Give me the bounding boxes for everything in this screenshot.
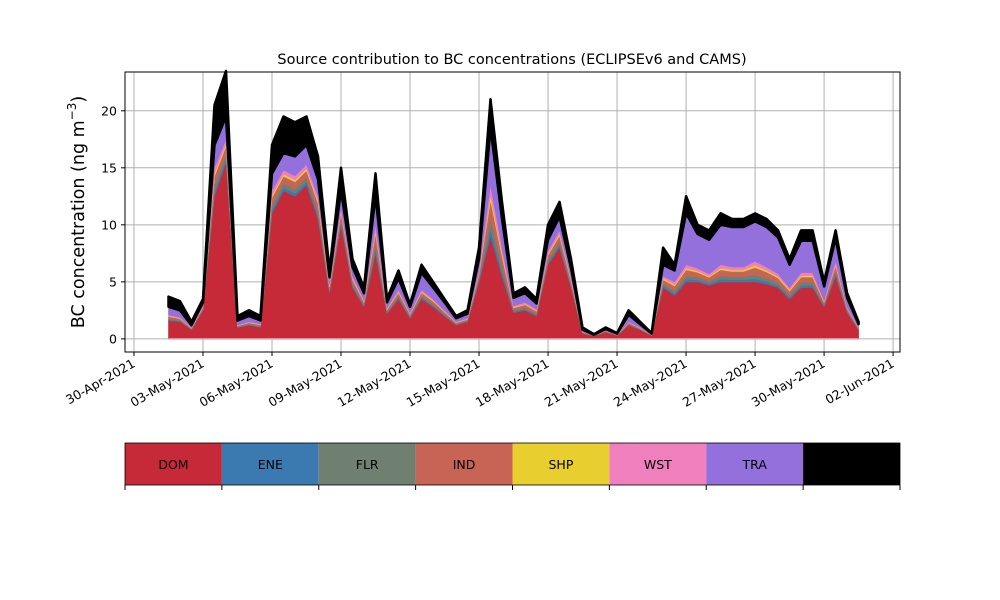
- x-tick-label: 21-May-2021: [542, 356, 621, 410]
- legend-label-ind: IND: [453, 457, 476, 472]
- chart-title: Source contribution to BC concentrations…: [277, 52, 746, 68]
- x-tick-label: 30-Apr-2021: [63, 356, 137, 408]
- x-tick-label: 24-May-2021: [611, 356, 690, 410]
- y-axis: 0 5 10 15 20: [101, 103, 125, 346]
- x-axis: 30-Apr-202103-May-202106-May-202109-May-…: [63, 352, 897, 410]
- x-tick-label: 06-May-2021: [197, 356, 276, 410]
- y-tick-label: 15: [101, 160, 117, 175]
- legend-label-ene: ENE: [258, 457, 283, 472]
- legend-swatch-flr: [318, 443, 416, 485]
- legend-swatch-tra: [706, 443, 804, 485]
- x-tick-label: 12-May-2021: [335, 356, 414, 410]
- area-series: [167, 69, 860, 340]
- y-tick-label: 10: [101, 217, 117, 232]
- x-tick-label: 30-May-2021: [749, 356, 828, 410]
- x-tick-label: 09-May-2021: [266, 356, 345, 410]
- legend-label-tra: TRA: [742, 457, 768, 472]
- y-axis-label: BC concentration (ng m−3): [65, 96, 89, 328]
- legend-swatch-ene: [221, 443, 319, 485]
- y-tick-label: 0: [109, 331, 117, 346]
- x-tick-label: 02-Jun-2021: [822, 356, 896, 407]
- legend-label-wst: WST: [644, 457, 672, 472]
- legend-swatch-wst: [609, 443, 707, 485]
- area-bb: [167, 69, 860, 337]
- y-tick-label: 5: [109, 274, 117, 289]
- x-tick-label: 15-May-2021: [404, 356, 483, 410]
- legend-label-shp: SHP: [549, 457, 574, 472]
- y-tick-label: 20: [101, 103, 117, 118]
- legend-frame: [124, 442, 901, 486]
- x-tick-label: 03-May-2021: [128, 356, 207, 410]
- legend-label-flr: FLR: [356, 457, 379, 472]
- x-tick-label: 27-May-2021: [680, 356, 759, 410]
- legend-swatch-bb: [803, 443, 900, 485]
- legend-colorbar: DOM ENE FLR IND SHP WST TRA BB: [124, 442, 901, 490]
- legend-swatch-ind: [415, 443, 513, 485]
- y-axis-label-main: BC concentration (ng m: [69, 120, 89, 328]
- legend-label-dom: DOM: [158, 457, 188, 472]
- plot-frame: [124, 71, 901, 353]
- legend-swatch-shp: [512, 443, 610, 485]
- x-tick-label: 18-May-2021: [473, 356, 552, 410]
- legend-swatch-dom: [125, 443, 222, 485]
- legend-label-bb: BB: [843, 457, 860, 472]
- y-axis-label-close: ): [69, 96, 89, 103]
- y-axis-label-superscript: −3: [65, 103, 79, 121]
